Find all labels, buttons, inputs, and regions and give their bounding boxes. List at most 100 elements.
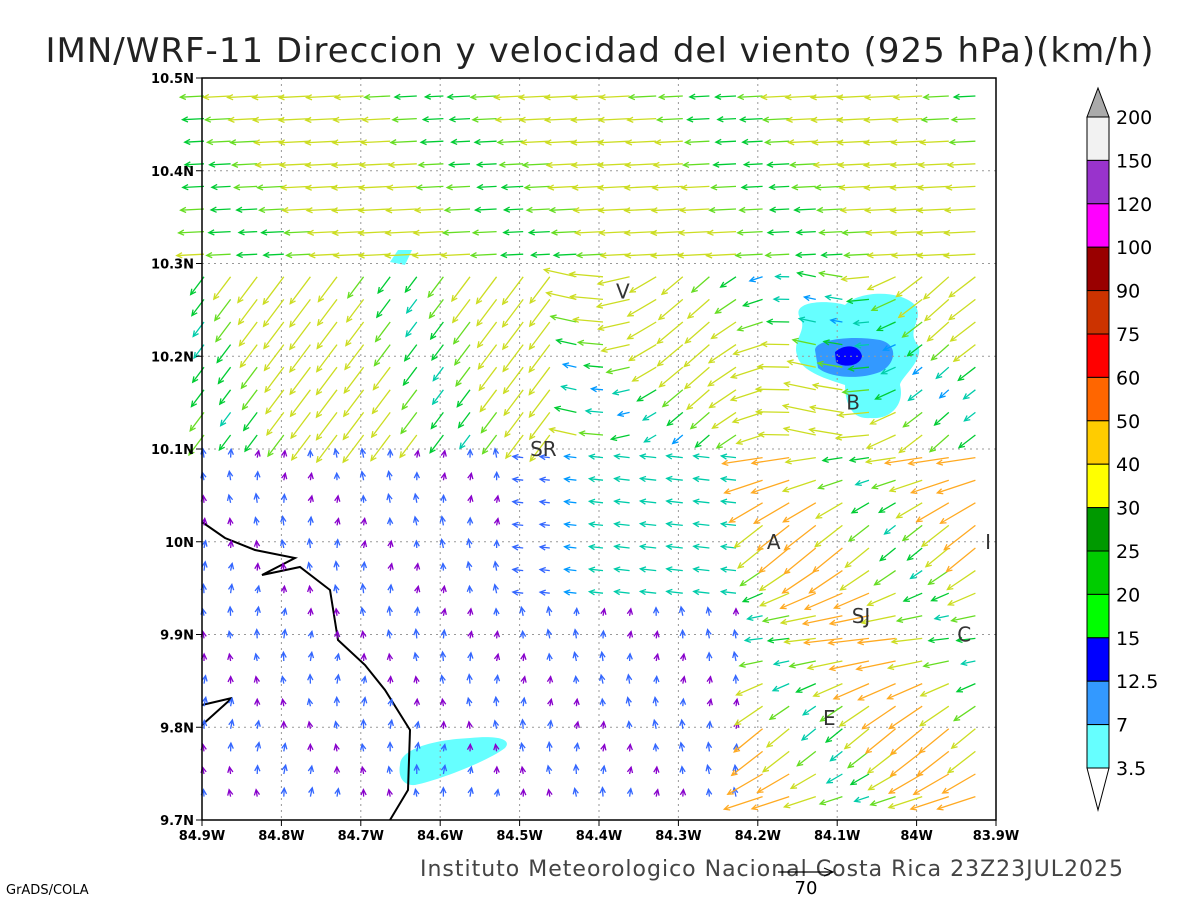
wind-arrow <box>705 606 712 616</box>
wind-arrow <box>208 161 231 168</box>
wind-arrow <box>235 206 258 213</box>
wind-arrow <box>948 139 976 146</box>
x-tick-label: 84.2W <box>735 829 781 844</box>
wind-arrow <box>653 765 660 775</box>
wind-arrow <box>265 389 285 415</box>
wind-arrow <box>254 470 261 481</box>
wind-arrow <box>726 773 763 796</box>
wind-arrow <box>573 607 580 616</box>
wind-arrow <box>440 584 447 594</box>
wind-arrow <box>417 161 444 168</box>
wind-arrow <box>520 675 527 684</box>
wind-arrow <box>528 321 551 351</box>
wind-arrow <box>511 589 524 596</box>
wind-arrow <box>889 229 923 237</box>
wind-arrow <box>493 93 524 101</box>
wind-arrow <box>285 251 311 259</box>
wind-arrow <box>880 366 896 375</box>
wind-arrow <box>414 584 421 594</box>
wind-vectors <box>175 93 976 811</box>
wind-arrow <box>945 547 976 573</box>
wind-arrow <box>218 434 232 452</box>
wind-arrow <box>520 696 527 707</box>
wind-arrow <box>839 570 870 591</box>
wind-arrow <box>587 589 604 596</box>
wind-arrow <box>679 788 687 797</box>
wind-arrow <box>651 184 683 191</box>
wind-arrow <box>613 588 630 596</box>
y-tick-label: 9.9N <box>160 629 194 644</box>
wind-arrow <box>935 456 976 466</box>
wind-arrow <box>829 317 843 325</box>
wind-arrow <box>262 276 285 306</box>
axis-ticks: 84.9W 84.8W 84.7W 84.6W 84.5W 84.4W 84.3W 84.2W… <box>151 72 1019 844</box>
wind-arrow <box>706 229 737 236</box>
wind-arrow <box>864 456 896 465</box>
wind-arrow <box>333 695 341 707</box>
wind-arrow <box>402 366 418 387</box>
wind-arrow <box>228 696 235 707</box>
wind-arrow <box>752 502 790 525</box>
wind-arrow <box>677 229 710 237</box>
wind-arrow <box>888 705 923 730</box>
wind-arrow <box>763 138 790 146</box>
wind-arrow <box>466 673 473 684</box>
wind-arrow <box>493 607 500 616</box>
wind-arrow <box>596 321 630 332</box>
wind-arrow <box>289 299 311 328</box>
wind-arrow <box>692 498 710 505</box>
wind-arrow <box>928 434 950 453</box>
wind-arrow <box>572 650 579 662</box>
wind-arrow <box>616 410 630 417</box>
wind-arrow <box>244 434 258 453</box>
wind-arrow <box>371 389 391 415</box>
wind-arrow <box>756 773 790 794</box>
wind-arrow <box>889 161 923 169</box>
wind-arrow <box>281 471 288 481</box>
wind-arrow <box>475 276 498 305</box>
wind-arrow <box>945 184 976 191</box>
colorbar-label: 50 <box>1116 411 1140 433</box>
wind-arrow <box>251 116 284 124</box>
wind-arrow <box>613 566 630 573</box>
wind-arrow <box>865 229 896 236</box>
wind-arrow <box>315 366 338 396</box>
wind-arrow <box>733 697 740 707</box>
wind-arrow <box>180 116 205 123</box>
wind-arrow <box>387 562 394 571</box>
wind-arrow <box>784 456 816 465</box>
wind-arrow <box>281 607 288 616</box>
wind-arrow <box>467 765 474 775</box>
wind-arrow <box>263 321 285 350</box>
wind-arrow <box>692 588 710 596</box>
wind-arrow <box>360 675 368 684</box>
wind-arrow <box>679 765 686 775</box>
wind-arrow <box>919 683 950 697</box>
wind-arrow <box>889 207 923 214</box>
wind-arrow <box>730 750 763 777</box>
wind-arrow <box>501 299 524 328</box>
wind-arrow <box>500 184 524 191</box>
wind-arrow <box>794 251 816 259</box>
wind-arrow <box>946 750 976 774</box>
wind-arrow <box>946 592 976 606</box>
wind-arrow <box>280 515 287 526</box>
wind-arrow <box>714 138 737 146</box>
wind-arrow <box>538 566 550 574</box>
wind-arrow <box>528 389 551 419</box>
wind-arrow <box>347 276 365 299</box>
wind-arrow <box>385 207 417 214</box>
colorbar-segment <box>1086 593 1110 639</box>
wind-arrow <box>511 566 524 574</box>
wind-arrow <box>501 276 524 306</box>
wind-arrow <box>439 674 446 684</box>
wind-arrow <box>782 795 817 809</box>
wind-arrow <box>504 412 524 438</box>
wind-arrow <box>518 116 550 124</box>
wind-arrow <box>828 615 870 626</box>
wind-arrow <box>306 229 338 236</box>
wind-arrow <box>626 720 633 729</box>
wind-arrow <box>183 138 205 146</box>
wind-arrow <box>837 161 870 169</box>
wind-arrow <box>333 471 341 481</box>
